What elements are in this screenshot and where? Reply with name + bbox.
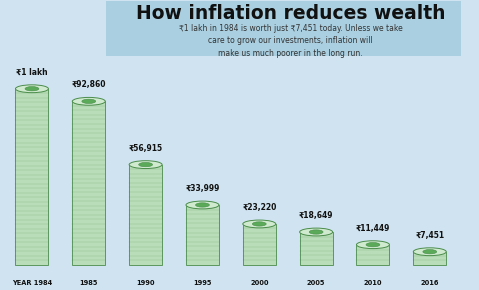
Text: ₹1 lakh in 1984 is worth just ₹7,451 today. Unless we take
care to grow our inve: ₹1 lakh in 1984 is worth just ₹7,451 tod… [179, 24, 402, 58]
Text: ₹56,915: ₹56,915 [128, 144, 163, 153]
Ellipse shape [252, 222, 266, 226]
Text: 2010: 2010 [364, 280, 382, 286]
FancyBboxPatch shape [356, 245, 389, 265]
Text: How inflation reduces wealth: How inflation reduces wealth [136, 4, 445, 23]
Ellipse shape [366, 242, 380, 247]
Ellipse shape [195, 203, 209, 207]
Polygon shape [106, 1, 461, 56]
Ellipse shape [300, 228, 332, 236]
Ellipse shape [72, 97, 105, 105]
Ellipse shape [413, 248, 446, 256]
Text: 2000: 2000 [250, 280, 269, 286]
Ellipse shape [309, 230, 323, 234]
FancyBboxPatch shape [300, 232, 332, 265]
Ellipse shape [82, 99, 96, 104]
Ellipse shape [356, 241, 389, 249]
FancyBboxPatch shape [15, 89, 48, 265]
Text: 2016: 2016 [421, 280, 439, 286]
FancyBboxPatch shape [72, 101, 105, 265]
Text: 2005: 2005 [307, 280, 325, 286]
Text: ₹7,451: ₹7,451 [415, 231, 445, 240]
Ellipse shape [129, 161, 162, 168]
Text: 1985: 1985 [80, 280, 98, 286]
Text: 1990: 1990 [137, 280, 155, 286]
Text: ₹23,220: ₹23,220 [242, 203, 276, 212]
Text: ₹1 lakh: ₹1 lakh [16, 68, 48, 77]
Text: ₹33,999: ₹33,999 [185, 184, 220, 193]
Text: ₹92,860: ₹92,860 [71, 80, 106, 89]
FancyBboxPatch shape [186, 205, 219, 265]
Ellipse shape [423, 250, 437, 254]
FancyBboxPatch shape [413, 252, 446, 265]
Text: 1995: 1995 [193, 280, 212, 286]
Text: YEAR 1984: YEAR 1984 [12, 280, 52, 286]
Ellipse shape [25, 87, 39, 91]
Ellipse shape [139, 162, 152, 167]
Ellipse shape [186, 201, 219, 209]
Text: ₹11,449: ₹11,449 [356, 224, 390, 233]
Text: ₹18,649: ₹18,649 [299, 211, 333, 220]
Ellipse shape [243, 220, 276, 228]
Ellipse shape [15, 85, 48, 93]
FancyBboxPatch shape [129, 165, 162, 265]
FancyBboxPatch shape [243, 224, 276, 265]
